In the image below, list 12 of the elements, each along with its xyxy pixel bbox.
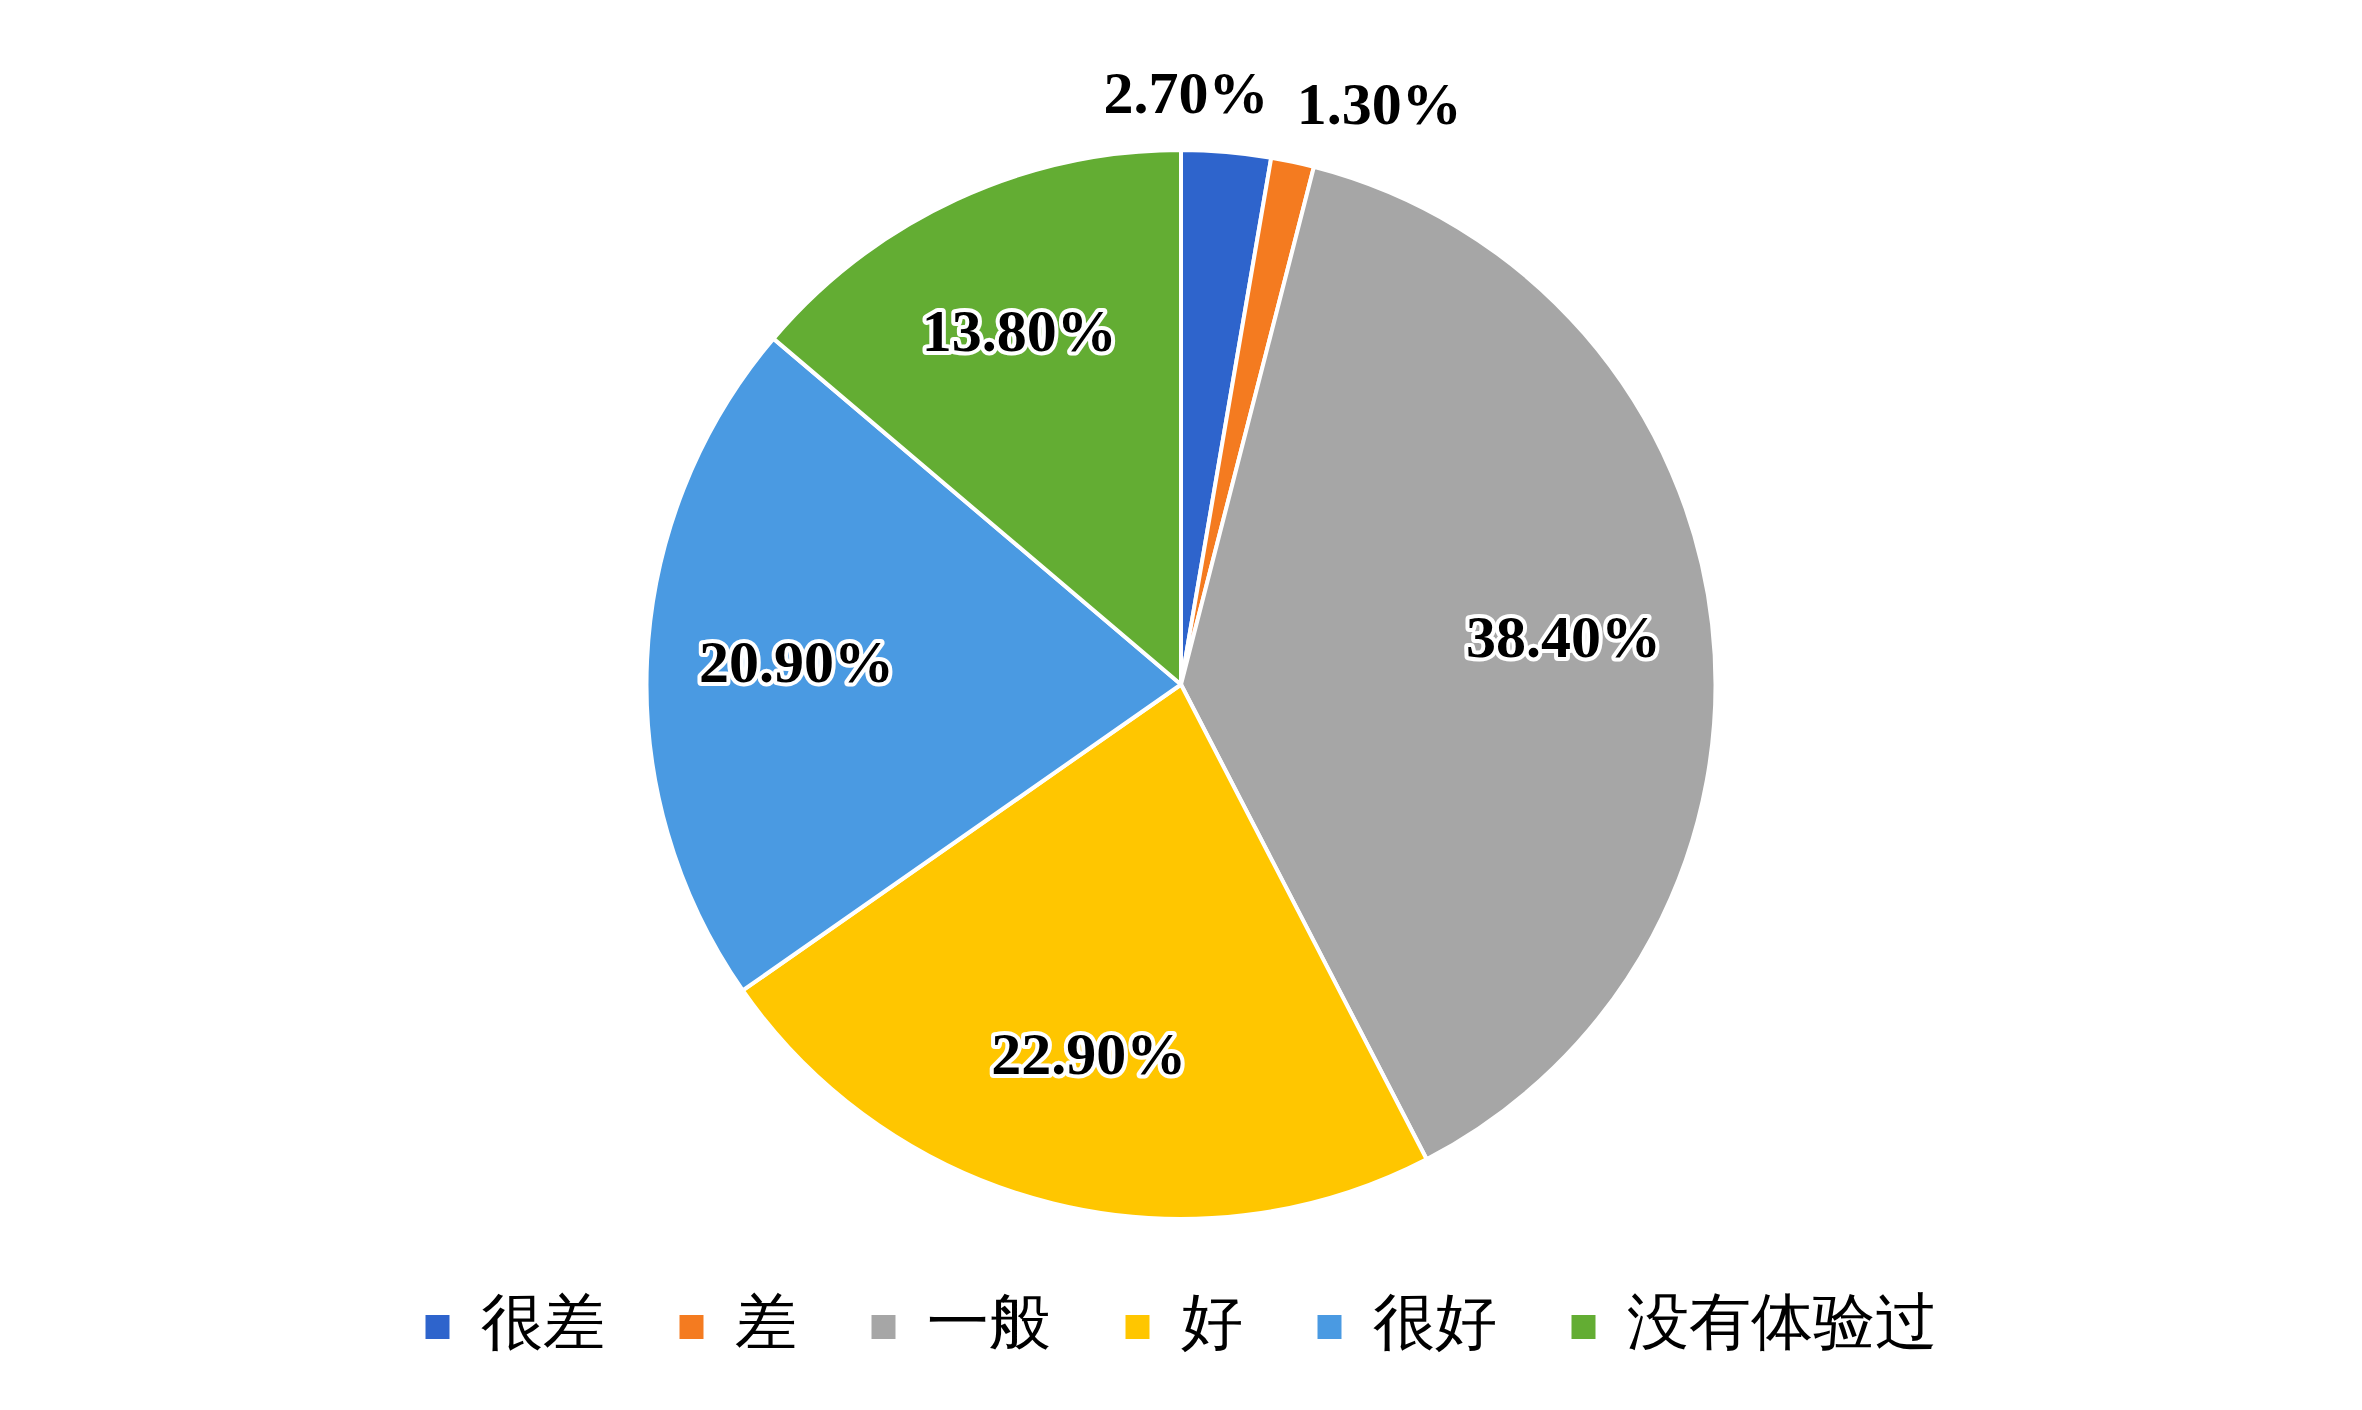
legend-label: 很好: [1372, 1288, 1497, 1357]
data-label: 1.30%: [1296, 70, 1462, 137]
legend-label: 一般: [926, 1288, 1051, 1357]
data-label: 20.90%: [699, 628, 895, 695]
legend-label: 没有体验过: [1626, 1288, 1937, 1357]
data-label: 13.80%: [921, 297, 1117, 364]
data-label: 2.70%: [1103, 59, 1269, 126]
data-label: 38.40%: [1465, 603, 1661, 670]
legend-label: 很差: [480, 1288, 605, 1357]
legend-label: 差: [734, 1288, 797, 1357]
legend-label: 好: [1180, 1288, 1243, 1357]
data-label: 22.90%: [991, 1020, 1187, 1087]
